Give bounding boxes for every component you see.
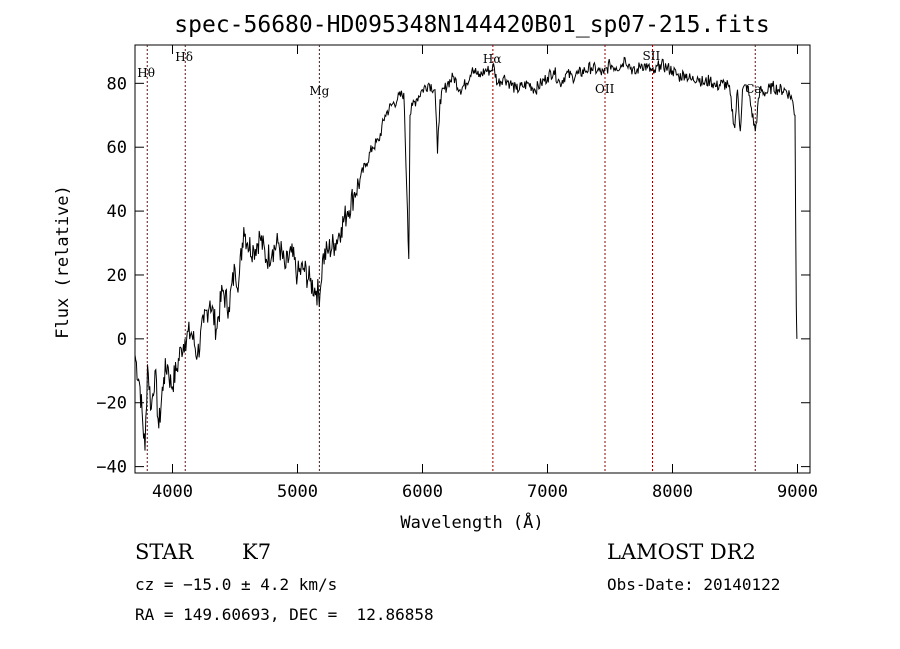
spectrum-line xyxy=(134,56,798,451)
y-tick-label: 40 xyxy=(107,202,127,222)
chart-title: spec-56680-HD095348N144420B01_sp07-215.f… xyxy=(174,12,769,38)
spectral-line-label: Hθ xyxy=(137,66,155,80)
axis-ticks: 4000 5000 6000 7000 8000 9000 −40 −20 0 20 40 60 80 xyxy=(96,45,818,502)
y-tick-label: 0 xyxy=(117,330,127,350)
spectral-line-label: Mg xyxy=(309,84,329,98)
y-tick-label: 20 xyxy=(107,266,127,286)
spectral-line-label: OII xyxy=(595,82,615,96)
redshift-cz: cz = −15.0 ± 4.2 km/s xyxy=(135,575,338,594)
spectral-line-label: SII xyxy=(643,49,661,63)
spectral-line-label: Hδ xyxy=(175,50,193,64)
coordinates: RA = 149.60693, DEC = 12.86858 xyxy=(135,605,434,624)
spectral-line-label: Hα xyxy=(483,52,502,66)
subclass: K7 xyxy=(242,540,272,564)
x-tick-label: 7000 xyxy=(527,482,568,502)
x-tick-label: 6000 xyxy=(402,482,443,502)
plot-frame xyxy=(134,44,811,474)
y-tick-label: −20 xyxy=(96,394,127,414)
y-tick-label: −40 xyxy=(96,458,127,478)
x-tick-label: 4000 xyxy=(152,482,193,502)
y-tick-label: 60 xyxy=(107,138,127,158)
observation-date: Obs-Date: 20140122 xyxy=(607,575,781,594)
survey-name: LAMOST DR2 xyxy=(607,540,756,564)
object-type: STAR xyxy=(135,540,194,564)
x-tick-label: 9000 xyxy=(777,482,818,502)
x-tick-label: 5000 xyxy=(277,482,318,502)
x-tick-label: 8000 xyxy=(652,482,693,502)
y-axis-label: Flux (relative) xyxy=(53,185,73,339)
spectral-line-markers: Hθ Hδ Mg Hα OII SII Ca xyxy=(137,45,762,473)
y-tick-label: 80 xyxy=(107,74,127,94)
spectral-line-label: Ca xyxy=(745,82,761,96)
x-axis-label: Wavelength (Å) xyxy=(400,511,543,533)
